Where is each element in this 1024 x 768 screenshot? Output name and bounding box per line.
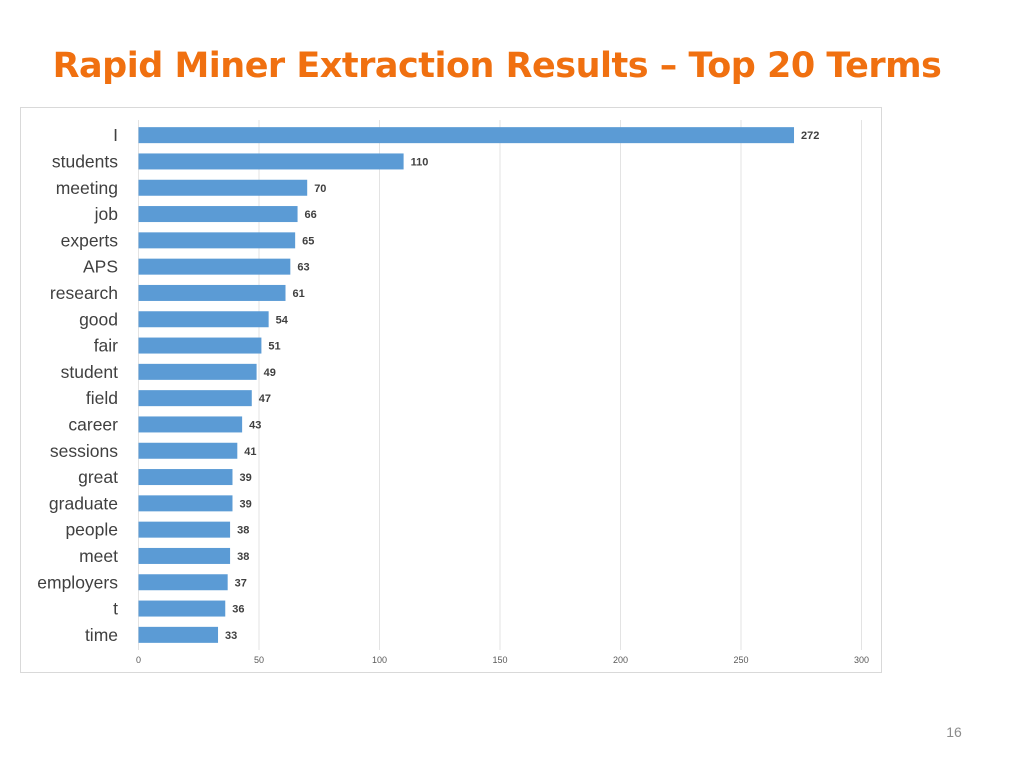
page-number: 16 (946, 724, 962, 740)
category-label: graduate (49, 493, 118, 513)
category-label: good (79, 309, 118, 329)
x-tick-label: 300 (854, 655, 869, 665)
value-label: 65 (302, 235, 314, 247)
value-label: 70 (314, 183, 326, 195)
value-label: 33 (225, 630, 237, 642)
category-label: field (86, 388, 118, 408)
category-label: career (68, 414, 118, 434)
bar-i (138, 127, 795, 144)
gridlines (138, 120, 862, 650)
bar-field (138, 390, 252, 407)
value-label: 61 (293, 288, 305, 300)
value-label: 39 (239, 472, 251, 484)
value-label: 37 (235, 577, 247, 589)
value-label: 39 (239, 498, 251, 510)
category-label: students (52, 151, 118, 171)
bar-aps (138, 258, 291, 275)
x-tick-label: 200 (613, 655, 628, 665)
category-label: APS (83, 257, 118, 277)
category-label: time (85, 625, 118, 645)
value-label: 38 (237, 551, 249, 563)
x-axis-ticks: 0 50 100 150 200 250 300 (136, 655, 869, 665)
bar-research (138, 284, 286, 301)
bar-good (138, 311, 269, 328)
x-tick-label: 100 (372, 655, 387, 665)
value-label: 47 (259, 393, 271, 405)
category-label: sessions (50, 441, 118, 461)
category-label: experts (61, 230, 119, 250)
category-label: meet (79, 546, 118, 566)
bar-experts (138, 232, 296, 249)
bar-career (138, 416, 243, 433)
x-tick-label: 150 (492, 655, 507, 665)
value-label: 38 (237, 525, 249, 537)
bar-students (138, 153, 404, 170)
value-label: 63 (297, 262, 309, 274)
x-tick-label: 0 (136, 655, 141, 665)
category-label: fair (94, 336, 118, 356)
value-label: 66 (305, 209, 317, 221)
value-label: 49 (264, 367, 276, 379)
bar-t (138, 600, 226, 617)
value-label: 272 (801, 130, 819, 142)
category-label: job (94, 204, 118, 224)
category-label: people (65, 520, 118, 540)
bar-meet (138, 547, 231, 564)
category-label: t (113, 599, 118, 619)
value-labels: 272 110 70 66 65 63 61 54 51 49 47 43 41 39 39 38 38 37 36… (225, 130, 819, 642)
value-label: 43 (249, 419, 261, 431)
value-label: 41 (244, 446, 256, 458)
value-label: 110 (411, 156, 429, 168)
value-label: 54 (276, 314, 289, 326)
value-label: 51 (268, 341, 280, 353)
category-label: I (113, 125, 118, 145)
bar-people (138, 521, 231, 538)
bar-job (138, 206, 298, 223)
category-label: employers (37, 572, 118, 592)
slide-title: Rapid Miner Extraction Results – Top 20 … (52, 46, 942, 86)
value-label: 36 (232, 604, 244, 616)
bar-meeting (138, 179, 308, 196)
x-tick-label: 250 (733, 655, 748, 665)
bar-graduate (138, 495, 233, 512)
bar-employers (138, 574, 228, 591)
category-label: student (61, 362, 119, 382)
bar-fair (138, 337, 262, 354)
category-label: great (78, 467, 118, 487)
bars (138, 127, 795, 643)
category-label: research (50, 283, 118, 303)
bar-student (138, 363, 257, 380)
bar-great (138, 469, 233, 486)
bar-sessions (138, 442, 238, 459)
category-label: meeting (56, 178, 118, 198)
x-tick-label: 50 (254, 655, 264, 665)
bar-time (138, 626, 219, 643)
